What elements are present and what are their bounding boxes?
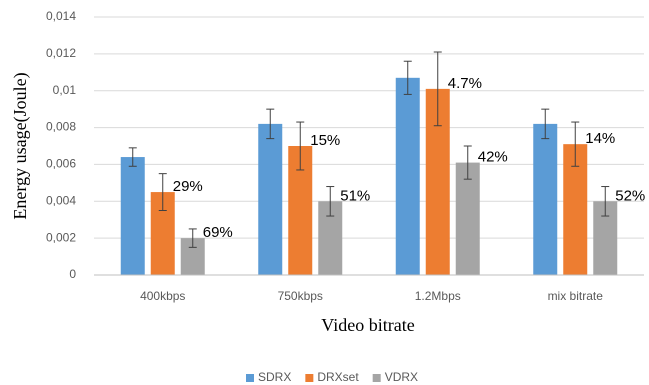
bar <box>120 157 145 275</box>
y-tick-label: 0,014 <box>46 9 76 23</box>
x-tick-label: 400kbps <box>140 289 185 303</box>
y-tick-label: 0,012 <box>46 46 76 60</box>
annotation: 69% <box>203 224 233 241</box>
legend-label: SDRX <box>258 370 291 384</box>
y-tick-label: 0 <box>69 267 76 281</box>
annotation: 15% <box>310 132 340 149</box>
annotation: 4.7% <box>448 75 482 92</box>
y-tick-label: 0,008 <box>46 120 76 134</box>
annotation: 42% <box>478 149 508 166</box>
bar <box>455 162 480 275</box>
x-tick-label: 1.2Mbps <box>415 289 461 303</box>
y-tick-label: 0,002 <box>46 230 76 244</box>
bar <box>258 123 283 275</box>
legend-swatch <box>246 374 254 382</box>
x-tick-label: mix bitrate <box>548 289 604 303</box>
x-axis-label: Video bitrate <box>321 315 414 335</box>
x-tick-label: 750kbps <box>278 289 323 303</box>
legend-swatch <box>372 374 381 382</box>
legend-label: DRXset <box>317 370 359 384</box>
y-tick-label: 0,006 <box>46 157 76 171</box>
y-tick-label: 0,004 <box>46 193 76 207</box>
legend-swatch <box>305 374 314 382</box>
annotation: 14% <box>585 130 615 147</box>
bar <box>533 123 558 275</box>
annotation: 29% <box>173 178 203 195</box>
legend-label: VDRX <box>385 370 418 384</box>
annotation: 52% <box>615 187 645 204</box>
annotation: 51% <box>340 187 370 204</box>
bar <box>395 77 420 275</box>
y-tick-label: 0,01 <box>53 83 77 97</box>
y-axis-label: Energy usage(Joule) <box>10 72 31 219</box>
